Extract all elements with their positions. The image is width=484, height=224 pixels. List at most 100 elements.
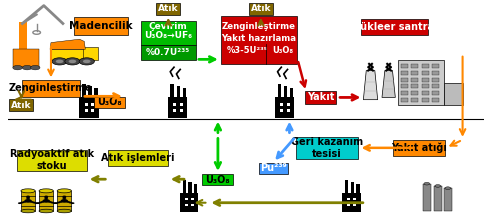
- Bar: [431, 64, 439, 68]
- Circle shape: [54, 202, 58, 204]
- Bar: [422, 184, 430, 211]
- Circle shape: [24, 199, 32, 203]
- Bar: [94, 88, 97, 97]
- Text: Çevirim: Çevirim: [149, 22, 187, 31]
- Bar: [176, 86, 180, 97]
- Circle shape: [30, 201, 33, 203]
- Bar: [18, 22, 27, 63]
- Bar: [295, 137, 357, 159]
- Bar: [17, 150, 86, 171]
- Bar: [108, 150, 167, 166]
- Bar: [39, 191, 53, 211]
- Bar: [397, 60, 442, 105]
- Bar: [191, 204, 194, 206]
- Bar: [57, 191, 71, 211]
- Bar: [431, 78, 439, 82]
- Bar: [410, 78, 417, 82]
- Bar: [400, 78, 407, 82]
- Bar: [185, 204, 188, 206]
- Bar: [431, 91, 439, 95]
- Bar: [140, 21, 196, 45]
- Circle shape: [22, 201, 26, 203]
- Polygon shape: [363, 71, 377, 100]
- Circle shape: [52, 202, 56, 204]
- Circle shape: [32, 202, 36, 203]
- Bar: [167, 97, 187, 118]
- Bar: [83, 47, 97, 60]
- Ellipse shape: [39, 209, 53, 213]
- Circle shape: [38, 202, 42, 203]
- Ellipse shape: [57, 189, 71, 193]
- Bar: [274, 97, 294, 118]
- Ellipse shape: [39, 189, 53, 193]
- Bar: [347, 198, 349, 200]
- Bar: [202, 174, 233, 185]
- Bar: [194, 184, 197, 193]
- Circle shape: [56, 60, 63, 63]
- Ellipse shape: [423, 182, 429, 185]
- Bar: [85, 109, 88, 112]
- Bar: [304, 91, 335, 104]
- Ellipse shape: [21, 189, 35, 193]
- Bar: [91, 103, 94, 106]
- Circle shape: [44, 197, 48, 199]
- Circle shape: [79, 58, 94, 65]
- Bar: [400, 98, 407, 102]
- Bar: [431, 98, 439, 102]
- Text: U₃O₈→UF₆: U₃O₈→UF₆: [144, 31, 192, 40]
- Polygon shape: [50, 39, 85, 49]
- Bar: [170, 84, 174, 97]
- Bar: [344, 180, 348, 193]
- Bar: [185, 198, 188, 200]
- Circle shape: [62, 198, 66, 200]
- Bar: [431, 71, 439, 75]
- Ellipse shape: [434, 185, 440, 187]
- Bar: [286, 109, 289, 112]
- Ellipse shape: [21, 209, 35, 213]
- Circle shape: [22, 65, 32, 70]
- Bar: [421, 78, 428, 82]
- Bar: [258, 163, 287, 174]
- Text: %0.7U²³⁵: %0.7U²³⁵: [146, 48, 190, 57]
- Bar: [410, 64, 417, 68]
- Text: Yakıt hazırlama: Yakıt hazırlama: [221, 34, 296, 43]
- Bar: [182, 88, 185, 97]
- Bar: [353, 204, 356, 206]
- Bar: [220, 16, 297, 65]
- Circle shape: [26, 197, 30, 199]
- Text: Yakıt: Yakıt: [306, 93, 333, 102]
- Bar: [350, 182, 353, 193]
- Bar: [280, 103, 283, 106]
- Text: Zenginleştirme: Zenginleştirme: [9, 84, 92, 93]
- Bar: [79, 97, 99, 118]
- Circle shape: [26, 196, 30, 197]
- Bar: [179, 109, 182, 112]
- Circle shape: [68, 60, 76, 63]
- Bar: [410, 84, 417, 88]
- Circle shape: [50, 202, 54, 203]
- Bar: [392, 140, 444, 156]
- Text: U₃O₈: U₃O₈: [97, 97, 121, 107]
- Bar: [400, 84, 407, 88]
- Text: Zenginleştirme: Zenginleştirme: [222, 22, 295, 31]
- Bar: [442, 83, 462, 105]
- Circle shape: [20, 202, 24, 203]
- Text: Atık: Atık: [250, 4, 271, 13]
- Bar: [82, 84, 86, 97]
- Bar: [421, 84, 428, 88]
- Circle shape: [42, 199, 50, 203]
- Bar: [410, 98, 417, 102]
- Bar: [421, 71, 428, 75]
- Bar: [140, 45, 196, 60]
- Bar: [13, 49, 39, 67]
- Bar: [347, 204, 349, 206]
- Text: Pu²³⁹: Pu²³⁹: [259, 164, 286, 173]
- Bar: [91, 109, 94, 112]
- Circle shape: [60, 199, 68, 203]
- Circle shape: [13, 65, 22, 70]
- Bar: [156, 3, 180, 15]
- Bar: [180, 193, 198, 212]
- Text: %3-5U²³⁵: %3-5U²³⁵: [226, 46, 267, 55]
- Bar: [21, 191, 35, 211]
- Circle shape: [59, 201, 62, 203]
